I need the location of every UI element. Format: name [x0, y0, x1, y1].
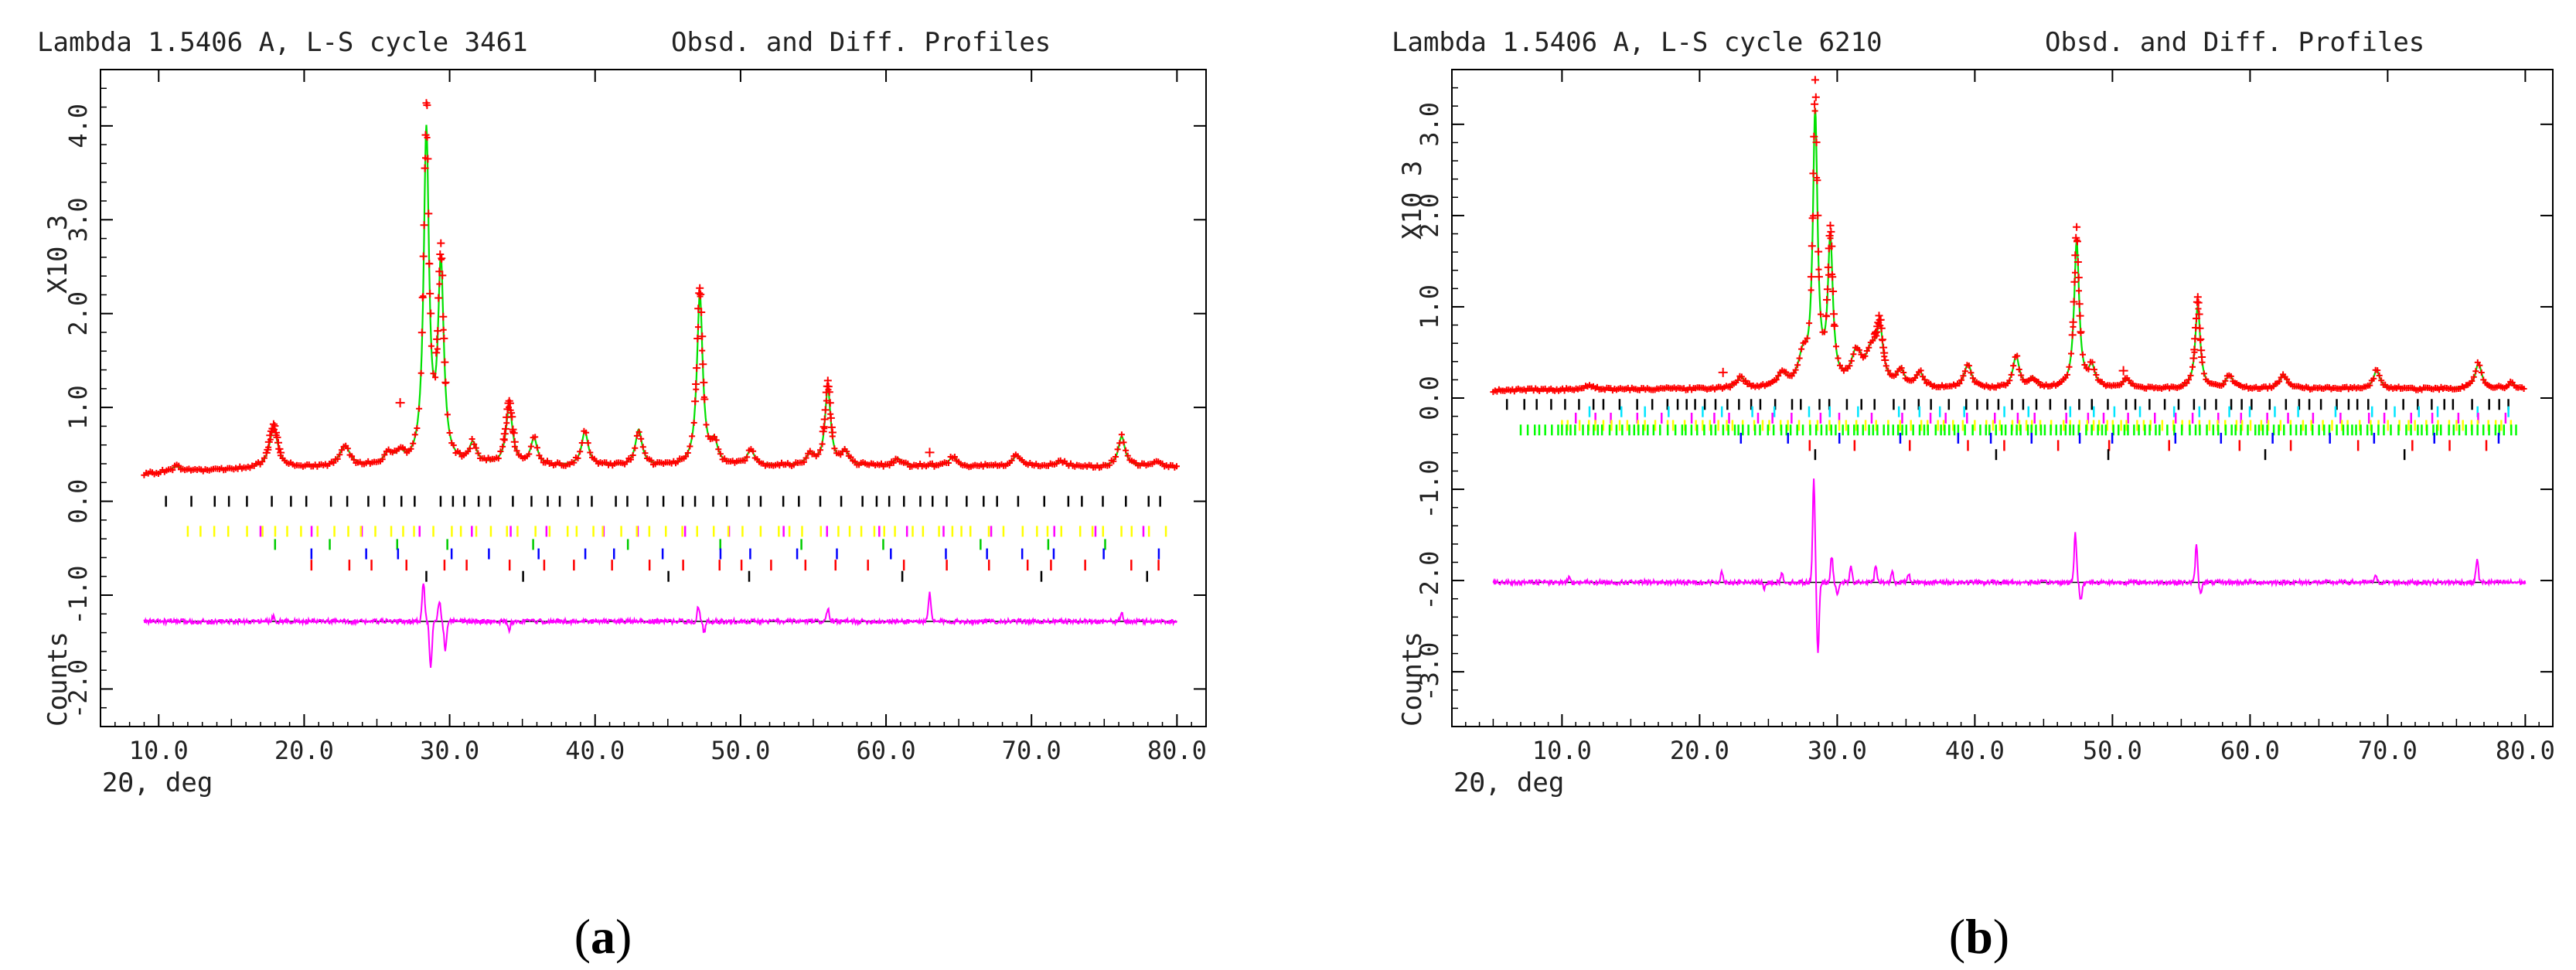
panel-b-reflection-row — [1574, 412, 2507, 424]
panel-b-ytick-label: 0.0 — [1415, 376, 1444, 420]
panel-a-calculated-profile — [144, 124, 1177, 476]
panel-b-caption-open: ( — [1949, 909, 1965, 964]
panel-b-ytick-label-group: 1.0 — [1415, 284, 1444, 329]
panel-b-xtick-label: 30.0 — [1808, 736, 1867, 765]
panel-a-reflection-row — [259, 526, 1145, 537]
panel-a-ytick-label-group: -1.0 — [63, 565, 93, 625]
panel-b: Lambda 1.5406 A, L-S cycle 6210 Obsd. an… — [1392, 27, 2555, 964]
panel-b-xtick-label: 60.0 — [2220, 736, 2280, 765]
panel-b-ylabel-lower: Counts — [1397, 631, 1428, 727]
panel-b-ytick-label-group: -1.0 — [1415, 460, 1444, 519]
panel-b-observed-points — [1490, 76, 2527, 396]
panel-a-xtick-label: 20.0 — [274, 736, 334, 765]
panel-a-xlabel: 2Θ, deg — [102, 767, 213, 798]
panel-a-reflection-row — [310, 548, 1160, 560]
panel-a-difference-curve — [143, 583, 1177, 668]
panel-b-ytick-label-group: 3.0 — [1415, 102, 1444, 147]
panel-a-ytick-label: 0.0 — [63, 479, 93, 524]
panel-a-caption: (a) — [574, 909, 632, 964]
panel-a-observed-crosses — [141, 99, 1180, 478]
panel-b-reflection-row — [1814, 449, 2406, 461]
panel-b-plot: 10.0 20.0 30.0 40.0 50.0 60.0 70.0 80.0 -3.0 -2.0… — [1415, 69, 2555, 765]
panel-a-xtick-label: 30.0 — [420, 736, 479, 765]
panel-a-reflection-row — [425, 570, 1149, 582]
panel-a-caption-close: ) — [615, 909, 632, 964]
panel-a-title-right: Obsd. and Diff. Profiles — [671, 27, 1051, 58]
panel-a-xtick-label: 70.0 — [1002, 736, 1061, 765]
panel-a-ytick-label-group: 2.0 — [63, 291, 93, 336]
panel-b-xtick-label: 50.0 — [2083, 736, 2142, 765]
panel-a-ytick-label-group: 1.0 — [63, 385, 93, 430]
panel-a-reflection-row — [165, 495, 1161, 507]
panel-b-difference-curve — [1492, 478, 2527, 653]
panel-b-ylabel-upper: X10 3 — [1397, 161, 1428, 240]
panel-b-ytick-label: -3.0 — [1415, 642, 1444, 702]
panel-a-frame — [100, 69, 1207, 727]
panel-a-reflection-row — [274, 539, 1106, 550]
panel-b-frame — [1451, 69, 2554, 727]
panel-a-ylabel-lower: Counts — [43, 631, 73, 727]
panel-b-xlabel: 2Θ, deg — [1453, 767, 1564, 798]
panel-b-caption-close: ) — [1993, 909, 2009, 964]
panel-a-xtick-label: 80.0 — [1147, 736, 1207, 765]
panel-a-ylabel-upper: X10 3 — [43, 215, 73, 294]
panel-a-ytick-label-group: 0.0 — [63, 479, 93, 524]
panel-b-xtick-label: 20.0 — [1670, 736, 1729, 765]
panel-b-caption-letter: b — [1965, 909, 1993, 964]
panel-a-title-left: Lambda 1.5406 A, L-S cycle 3461 — [37, 27, 528, 58]
panel-b-ytick-label: 3.0 — [1415, 102, 1444, 147]
panel-b-reflection-row — [1505, 399, 2510, 410]
panel-a-ytick-label: 4.0 — [63, 104, 93, 148]
panel-b-ytick-label-group: -3.0 — [1415, 642, 1444, 702]
panel-b-xtick-label: 40.0 — [1945, 736, 2005, 765]
panel-a-reflection-row — [310, 560, 1160, 571]
panel-a-plot: 10.0 20.0 30.0 40.0 50.0 60.0 70.0 80.0 -2.0 -1.0… — [63, 69, 1207, 765]
panel-a-ytick-label: -2.0 — [63, 659, 93, 719]
panel-b-ylabel-lower-text: Counts — [1397, 631, 1428, 727]
panel-b-ylabel-upper-text: X10 3 — [1397, 161, 1428, 240]
panel-b-xtick-label: 70.0 — [2358, 736, 2418, 765]
panel-a-ytick-label-group: -2.0 — [63, 659, 93, 719]
panel-b-title-left: Lambda 1.5406 A, L-S cycle 6210 — [1392, 27, 1883, 58]
panel-b-ytick-label-group: 2.0 — [1415, 193, 1444, 238]
panel-a-ytick-label: 3.0 — [63, 197, 93, 242]
panel-a-ytick-label: -1.0 — [63, 565, 93, 625]
panel-a-ytick-label-group: 3.0 — [63, 197, 93, 242]
panel-b-reflection-row — [1808, 440, 2488, 451]
panel-b-xtick-label: 80.0 — [2496, 736, 2555, 765]
panel-b-title-right: Obsd. and Diff. Profiles — [2045, 27, 2424, 58]
panel-b-caption: (b) — [1949, 909, 2009, 964]
panel-b-ytick-label: -2.0 — [1415, 551, 1444, 611]
panel-a-reflection-row — [186, 526, 1167, 537]
panel-b-calculated-profile — [1493, 107, 2525, 392]
panel-b-ytick-label: -1.0 — [1415, 460, 1444, 519]
panel-a-xtick-label: 50.0 — [710, 736, 770, 765]
panel-a-caption-letter: a — [591, 909, 615, 964]
panel-b-reflection-row — [1519, 424, 2517, 436]
panel-a-ytick-label: 1.0 — [63, 385, 93, 430]
panel-a-ylabel-upper-text: X10 3 — [43, 215, 73, 294]
panel-a-observed-points — [141, 99, 1180, 478]
panel-b-caption-text: (b) — [1949, 909, 2009, 964]
panel-a-caption-text: (a) — [574, 909, 632, 964]
panel-b-observed-crosses — [1490, 76, 2527, 396]
panel-a-ytick-label: 2.0 — [63, 291, 93, 336]
panel-a-xtick-label: 10.0 — [129, 736, 189, 765]
panel-b-reflection-row — [1588, 406, 2510, 417]
panel-b-ytick-label-group: -2.0 — [1415, 551, 1444, 611]
panel-a-ylabel-lower-text: Counts — [43, 631, 73, 727]
panel-a-caption-open: ( — [574, 909, 591, 964]
panel-b-ytick-label: 2.0 — [1415, 193, 1444, 238]
panel-a-xtick-label: 60.0 — [857, 736, 916, 765]
panel-a-ytick-label-group: 4.0 — [63, 104, 93, 148]
panel-b-ytick-label: 1.0 — [1415, 284, 1444, 329]
panel-a-xtick-label: 40.0 — [565, 736, 625, 765]
panel-a: Lambda 1.5406 A, L-S cycle 3461 Obsd. an… — [37, 27, 1207, 964]
panel-b-xtick-label: 10.0 — [1532, 736, 1592, 765]
panel-b-reflection-row — [1739, 432, 2500, 444]
panel-b-ytick-label-group: 0.0 — [1415, 376, 1444, 420]
